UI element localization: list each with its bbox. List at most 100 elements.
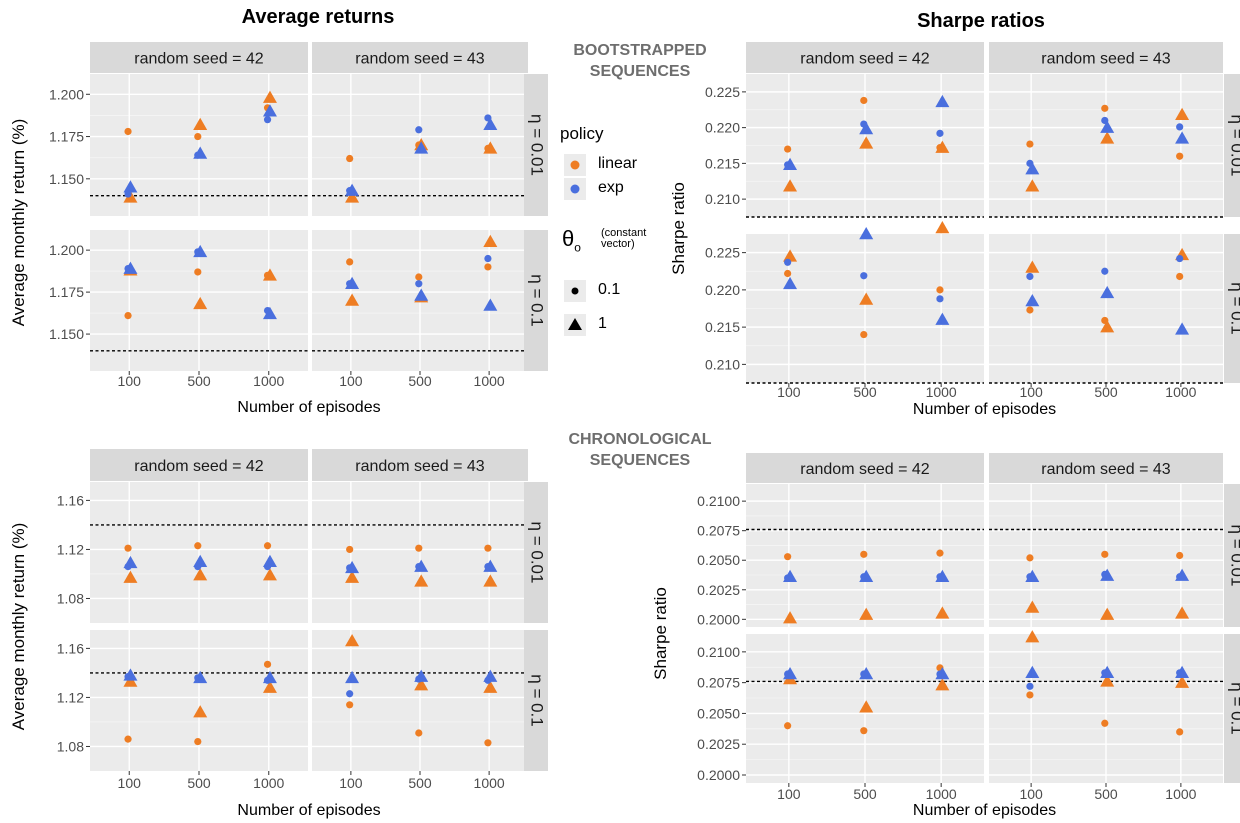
data-point-triangle-linear	[414, 574, 429, 587]
data-point-triangle-linear	[123, 674, 138, 687]
data-point-circle-linear	[1026, 554, 1034, 562]
x-tick-label: 100	[339, 373, 363, 389]
data-point-triangle-linear	[1025, 260, 1040, 273]
y-tick-label: 1.16	[57, 492, 84, 508]
x-tick-label: 1000	[926, 384, 957, 400]
x-tick-label: 500	[408, 373, 432, 389]
data-point-triangle-linear	[193, 705, 208, 718]
data-point-triangle-linear	[935, 606, 950, 619]
data-point-triangle-exp	[414, 141, 429, 154]
data-point-circle-exp	[860, 670, 868, 678]
data-point-circle-linear	[936, 286, 944, 294]
data-point-triangle-linear	[193, 117, 208, 130]
chart-boot-sharpe: random seed = 42 random seed = 43 η = 0.01…	[669, 42, 1240, 418]
data-point-circle-linear	[1101, 316, 1109, 325]
data-point-circle-linear	[263, 660, 272, 668]
theta-subscript: o	[574, 240, 581, 255]
x-tick-label: 500	[187, 775, 211, 791]
data-point-circle-linear	[860, 96, 868, 105]
column-strip	[989, 42, 1223, 73]
y-tick-label: 0.2000	[697, 611, 740, 627]
data-point-circle-linear	[124, 544, 132, 552]
data-point-circle-exp	[484, 563, 492, 571]
data-point-triangle-linear	[345, 293, 360, 306]
data-point-triangle-linear	[262, 90, 277, 103]
data-point-circle-exp	[1176, 669, 1184, 677]
data-point-triangle-exp	[1175, 131, 1190, 144]
data-point-circle-exp	[784, 161, 792, 169]
data-point-circle-exp	[415, 280, 423, 288]
y-tick-label: 1.200	[49, 86, 84, 102]
data-point-triangle-linear	[859, 136, 874, 149]
data-point-circle-exp	[1026, 272, 1034, 281]
data-point-triangle-linear	[1100, 320, 1115, 333]
data-point-circle-linear	[1026, 140, 1034, 148]
data-point-triangle-exp	[783, 276, 798, 290]
data-point-circle-linear	[1176, 152, 1184, 160]
y-tick-label: 1.175	[49, 284, 84, 300]
column-strip-label: random seed = 42	[134, 458, 264, 475]
y-tick-label: 0.2075	[697, 675, 740, 691]
data-point-circle-exp	[263, 306, 272, 315]
data-point-circle-linear	[936, 549, 944, 557]
chart-chrono-returns: random seed = 42 random seed = 43 η = 0.01…	[9, 449, 548, 819]
column-strip	[90, 449, 308, 481]
data-point-triangle-linear	[1025, 600, 1040, 613]
y-tick-label: 0.215	[705, 319, 740, 335]
data-point-triangle-linear	[193, 296, 208, 310]
data-point-circle-exp	[484, 114, 492, 122]
data-point-circle-exp	[415, 126, 423, 134]
data-point-circle-exp	[1176, 123, 1184, 131]
data-point-circle-linear	[1101, 550, 1109, 558]
data-point-triangle-linear	[414, 678, 429, 691]
data-point-circle-linear	[1176, 272, 1184, 281]
section-label-line: BOOTSTRAPPED	[573, 42, 707, 59]
data-point-circle-linear	[1101, 719, 1109, 727]
data-point-circle-exp	[346, 280, 354, 288]
y-tick-label: 0.2025	[697, 736, 740, 752]
row-strip	[524, 630, 548, 771]
column-strip-label: random seed = 43	[1041, 461, 1171, 478]
data-point-circle-exp	[194, 674, 202, 682]
y-tick-label: 0.210	[705, 356, 740, 372]
section-label-chronological: CHRONOLOGICAL SEQUENCES	[568, 429, 711, 471]
x-tick-label: 100	[118, 775, 142, 791]
data-point-triangle-linear	[859, 607, 874, 620]
data-point-circle-exp	[1101, 267, 1109, 275]
data-point-circle-exp	[936, 573, 944, 581]
theta-symbol: θ	[562, 226, 575, 251]
data-point-circle-exp	[346, 690, 354, 698]
y-tick-label: 1.150	[49, 326, 84, 342]
data-point-triangle-linear	[262, 680, 277, 693]
data-point-triangle-exp	[935, 94, 950, 108]
data-point-circle-linear	[784, 722, 792, 730]
column-strip-label: random seed = 43	[1041, 51, 1171, 68]
data-point-triangle-linear	[193, 568, 208, 581]
chart-boot-returns: random seed = 42 random seed = 43 η = 0.01…	[9, 42, 548, 416]
legend-title-policy: policy	[560, 124, 604, 143]
legend-key-linear	[564, 154, 586, 176]
y-axis-label: Average monthly return (%)	[9, 119, 28, 327]
data-point-circle-exp	[194, 151, 202, 159]
y-tick-label: 0.2050	[697, 552, 740, 568]
section-label-line: SEQUENCES	[589, 63, 691, 80]
data-point-circle-exp	[124, 563, 132, 571]
data-point-triangle-exp	[935, 312, 950, 325]
y-tick-label: 1.16	[57, 640, 84, 656]
data-point-triangle-exp	[1100, 120, 1115, 133]
data-point-triangle-exp	[1025, 294, 1040, 307]
data-point-triangle-linear	[483, 680, 498, 693]
data-point-triangle-linear	[859, 292, 874, 305]
column-strip-label: random seed = 43	[355, 458, 485, 475]
data-point-circle-exp	[784, 670, 792, 678]
section-label-line: SEQUENCES	[589, 452, 691, 469]
data-point-triangle-linear	[1175, 107, 1190, 121]
data-point-triangle-exp	[1025, 162, 1040, 175]
x-tick-label: 100	[777, 786, 801, 802]
legend-title-theta: θo	[562, 226, 581, 254]
legend-label-theta-1: 1	[598, 315, 607, 332]
legend-shape-circle	[571, 287, 579, 295]
data-point-circle-exp	[1026, 159, 1034, 167]
data-point-circle-linear	[415, 729, 423, 737]
y-tick-label: 1.150	[49, 171, 84, 187]
